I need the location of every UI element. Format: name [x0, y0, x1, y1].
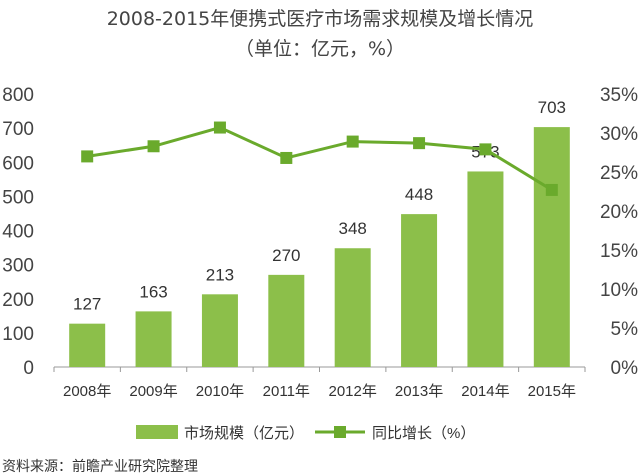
left-tick-label: 400 [2, 222, 34, 243]
left-tick-label: 800 [2, 85, 34, 106]
x-tick-label: 2012年 [329, 383, 377, 400]
right-tick-label: 25% [600, 163, 638, 184]
left-tick-label: 100 [2, 324, 34, 345]
bar-data-label: 163 [139, 282, 167, 301]
growth-marker [346, 135, 359, 148]
x-tick-label: 2010年 [196, 383, 244, 400]
growth-marker [479, 143, 492, 156]
right-tick-label: 15% [600, 241, 638, 262]
right-tick-label: 20% [600, 202, 638, 223]
right-tick-label: 5% [611, 319, 639, 340]
bar [201, 294, 238, 367]
bar-data-label: 703 [538, 98, 566, 117]
x-tick-label: 2009年 [129, 383, 177, 400]
x-tick-label: 2013年 [395, 383, 443, 400]
bar [135, 311, 172, 367]
legend-line-marker [334, 426, 346, 438]
bar-data-label: 213 [206, 265, 234, 284]
bar [268, 274, 305, 367]
bar [69, 323, 106, 367]
growth-marker [413, 137, 426, 150]
growth-marker [81, 150, 94, 163]
x-tick-label: 2014年 [461, 383, 509, 400]
bar-data-label: 348 [339, 219, 367, 238]
bar-data-label: 448 [405, 185, 433, 204]
bar [467, 171, 504, 367]
bar [334, 248, 371, 367]
left-tick-label: 700 [2, 119, 34, 140]
left-tick-label: 300 [2, 256, 34, 277]
legend-bar-label: 市场规模（亿元） [184, 425, 304, 442]
left-tick-label: 500 [2, 187, 34, 208]
right-tick-label: 10% [600, 280, 638, 301]
left-tick-label: 600 [2, 153, 34, 174]
growth-marker [280, 151, 293, 164]
growth-marker [545, 183, 558, 196]
source-note: 资料来源：前瞻产业研究院整理 [2, 459, 198, 475]
bar-data-label: 270 [272, 246, 300, 265]
chart-title: 2008-2015年便携式医疗市场需求规模及增长情况 [106, 8, 534, 30]
legend-line-label: 同比增长（%） [372, 425, 475, 442]
x-tick-label: 2015年 [528, 383, 576, 400]
x-tick-label: 2008年 [63, 383, 111, 400]
growth-marker [147, 140, 160, 153]
x-tick-label: 2011年 [263, 383, 310, 400]
bar-data-label: 127 [73, 295, 101, 314]
growth-line [86, 125, 553, 192]
bar [401, 214, 438, 367]
left-tick-label: 0 [23, 358, 34, 379]
right-tick-label: 30% [600, 124, 638, 145]
right-tick-label: 0% [611, 358, 639, 379]
chart-subtitle: （单位：亿元，%） [234, 38, 406, 60]
growth-marker [213, 121, 226, 134]
right-tick-label: 35% [600, 85, 638, 106]
left-tick-label: 200 [2, 290, 34, 311]
bar [533, 127, 570, 367]
legend-bar-swatch [136, 425, 178, 439]
